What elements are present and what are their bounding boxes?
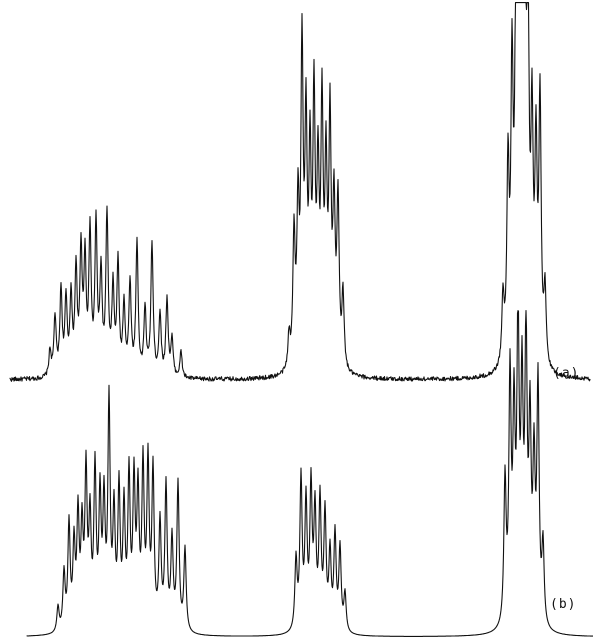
trace-a-label: (a)	[553, 366, 580, 381]
peak-marker-a-46	[535, 176, 536, 177]
peak-marker-a-30	[317, 198, 318, 199]
trace-a-line	[9, 2, 591, 382]
peak-marker-b-39	[513, 438, 514, 439]
peak-marker-a-41	[518, 21, 519, 22]
peak-marker-a-37	[502, 313, 503, 314]
peak-marker-a-23	[288, 346, 289, 347]
peak-marker-a-32	[325, 191, 326, 192]
trace-b-label: (b)	[550, 597, 577, 612]
peak-marker-a-34	[333, 224, 334, 225]
peak-marker-a-44	[527, 61, 528, 62]
peak-marker-a-43	[524, 24, 525, 25]
peak-marker-b-44	[533, 483, 534, 484]
peak-marker-a-42	[521, 39, 522, 40]
peak-marker-b-41	[521, 412, 522, 413]
peak-marker-a-45	[531, 157, 532, 158]
peak-marker-b-7	[89, 531, 90, 532]
trace-b-line	[26, 310, 593, 637]
peak-marker-a-28	[309, 183, 310, 184]
peak-marker-a-25	[297, 228, 298, 229]
peak-marker-b-10	[103, 515, 104, 516]
peak-marker-b-5	[81, 540, 82, 541]
